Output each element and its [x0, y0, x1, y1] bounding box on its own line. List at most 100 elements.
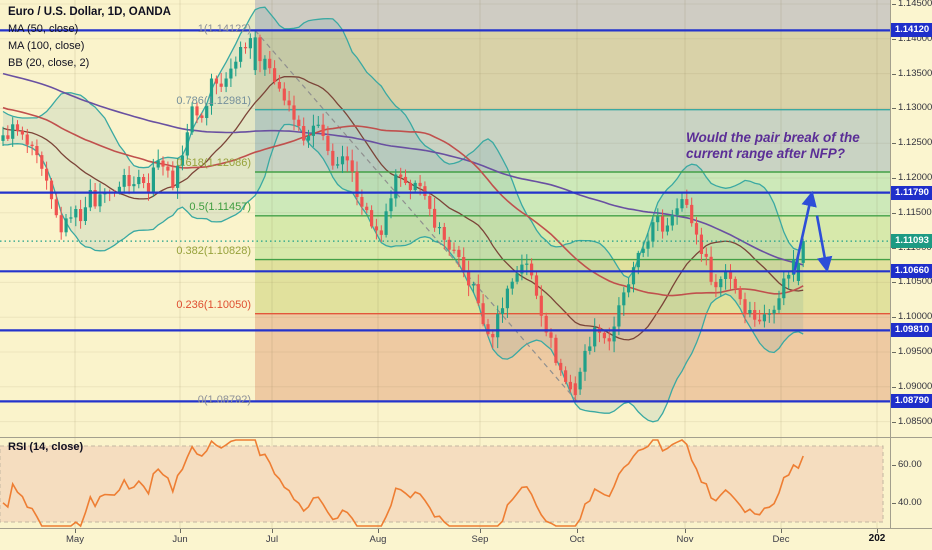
candle-body	[462, 257, 466, 272]
candle-body	[117, 186, 121, 193]
candle-body	[748, 310, 752, 314]
candle-body	[282, 88, 286, 101]
price-chart-canvas[interactable]	[0, 0, 890, 528]
candle-body	[302, 126, 306, 141]
candle-body	[738, 288, 742, 300]
candle-body	[20, 130, 24, 135]
fib-label-1[interactable]: 1(1.14122)	[197, 23, 251, 35]
fib-label-0.382[interactable]: 0.382(1.10828)	[176, 245, 251, 257]
candle-body	[515, 273, 519, 282]
month-label-oct: Oct	[569, 534, 585, 545]
candle-body	[408, 182, 412, 190]
candle-body	[79, 209, 83, 222]
candle-body	[336, 164, 340, 166]
candle-body	[54, 199, 58, 216]
candle-body	[40, 155, 44, 169]
month-label-dec: Dec	[772, 534, 790, 545]
rsi-legend[interactable]: RSI (14, close)	[8, 441, 84, 453]
candle-body	[452, 249, 456, 251]
candle-body	[195, 106, 199, 116]
candle-body	[699, 234, 703, 254]
candle-body	[772, 309, 776, 314]
chart-legend: Euro / U.S. Dollar, 1D, OANDA MA (50, cl…	[8, 4, 171, 72]
candle-body	[782, 278, 786, 299]
candle-body	[243, 47, 248, 49]
candle-body	[6, 135, 10, 139]
symbol-title[interactable]: Euro / U.S. Dollar, 1D, OANDA	[8, 6, 171, 18]
candle-body	[617, 305, 621, 327]
month-label-may: May	[66, 534, 84, 545]
fib-zone-2	[255, 109, 890, 172]
candle-body	[166, 166, 170, 171]
legend-item-ma100[interactable]: MA (100, close)	[8, 40, 85, 52]
month-label-jun: Jun	[172, 534, 188, 545]
candle-body	[675, 208, 679, 215]
bollinger-basis-line	[2, 75, 804, 341]
candle-body	[263, 58, 267, 70]
candle-body	[714, 281, 718, 288]
legend-item-ma50[interactable]: MA (50, close)	[8, 23, 79, 35]
candle-body	[137, 177, 141, 185]
candle-body	[25, 134, 29, 145]
price-level-badge: 1.10660	[891, 264, 932, 278]
fib-label-0.5[interactable]: 0.5(1.11457)	[189, 201, 251, 213]
time-axis[interactable]: May Jun Jul Aug Sep Oct Nov Dec 202	[0, 528, 932, 550]
price-tick-label: 1.14500	[898, 0, 932, 9]
drawing-arrow-down[interactable]	[815, 215, 833, 273]
candle-body	[491, 334, 495, 338]
rsi-line	[2, 439, 804, 528]
candle-body	[413, 182, 417, 190]
candle-body	[539, 295, 543, 316]
candle-body	[394, 174, 398, 199]
fib-label-0.618[interactable]: 0.618(1.12086)	[176, 157, 251, 169]
fib-zone-1	[255, 30, 890, 110]
price-tick-mark	[892, 39, 896, 40]
candle-body	[350, 160, 354, 172]
price-tick-mark	[892, 248, 896, 249]
annotation-text-drawing[interactable]: Would the pair break of the current rang…	[686, 130, 890, 162]
candle-body	[365, 206, 369, 211]
candle-body	[311, 125, 315, 136]
candle-body	[253, 37, 257, 71]
candle-body	[636, 252, 640, 268]
candle-body	[724, 271, 728, 279]
price-tick-mark	[892, 213, 896, 214]
candle-body	[791, 259, 796, 275]
candle-body	[680, 199, 684, 209]
candle-body	[93, 190, 97, 207]
candle-body	[156, 160, 160, 168]
candle-body	[753, 310, 757, 320]
price-tick-mark	[892, 108, 896, 109]
time-tick	[75, 529, 76, 533]
chart-pane[interactable]: Euro / U.S. Dollar, 1D, OANDA MA (50, cl…	[0, 0, 890, 528]
fib-label-0.786[interactable]: 0.786(1.12981)	[176, 95, 251, 107]
candle-body	[467, 271, 471, 286]
candle-body	[35, 146, 39, 156]
fib-label-0.236[interactable]: 0.236(1.10050)	[176, 299, 251, 311]
candle-body	[15, 124, 20, 131]
candle-body	[331, 150, 335, 166]
candle-body	[423, 186, 427, 196]
candle-body	[622, 292, 626, 306]
candle-body	[142, 177, 146, 183]
candle-body	[292, 105, 296, 120]
annotation-line1: Would the pair break of the	[686, 130, 860, 145]
candle-body	[219, 83, 223, 87]
price-axis[interactable]: 1.14500 1.14000 1.13500 1.13000 1.12500 1.120…	[890, 0, 932, 528]
candle-body	[762, 314, 766, 322]
price-level-badge: 1.08790	[891, 394, 932, 408]
candle-body	[471, 284, 475, 286]
candle-body	[651, 222, 655, 242]
candle-body	[743, 299, 747, 314]
drawing-arrow-up[interactable]	[792, 190, 817, 275]
fib-label-0[interactable]: 0(1.08792)	[197, 394, 251, 406]
price-tick-label: 1.12500	[898, 137, 932, 148]
candle-body	[767, 313, 771, 315]
fib-zone-4	[255, 215, 890, 260]
candle-body	[30, 144, 34, 146]
legend-item-bb[interactable]: BB (20, close, 2)	[8, 57, 90, 69]
fib-zone-0	[255, 0, 890, 31]
candle-body	[248, 38, 252, 49]
pane-separator[interactable]	[0, 437, 932, 438]
candle-body	[437, 227, 442, 229]
